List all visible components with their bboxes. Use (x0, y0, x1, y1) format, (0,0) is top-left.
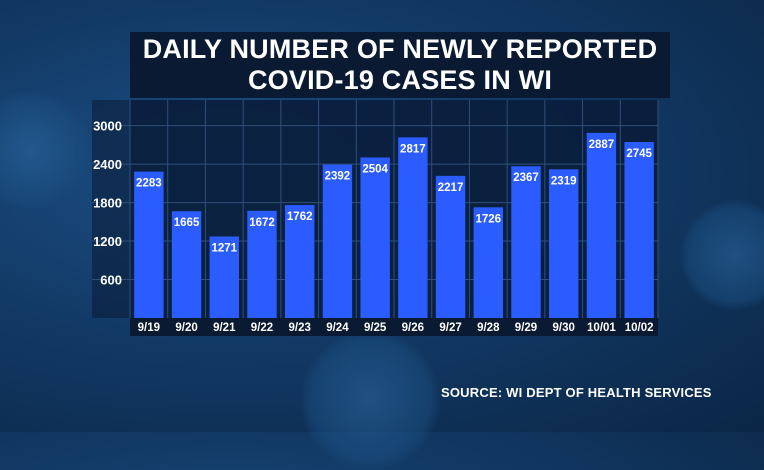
x-tick-label: 9/29 (515, 322, 537, 334)
virus-decoration-right (680, 200, 764, 310)
x-tick-label: 9/27 (439, 322, 461, 334)
x-tick-label: 9/24 (326, 322, 349, 334)
x-tick-label: 9/19 (138, 322, 160, 334)
bar-value-label: 2319 (551, 175, 577, 187)
chart-title-line-2: COVID-19 CASES IN WI (247, 65, 553, 95)
x-tick-label: 9/23 (289, 322, 311, 334)
bar-chart: 600 1200 1800 2400 3000 2283 1665 1271 1672 1762… (92, 100, 659, 336)
bar (473, 207, 503, 318)
x-tick-label: 9/21 (213, 322, 236, 334)
bar-value-label: 2887 (589, 139, 615, 151)
bar (624, 141, 654, 318)
x-tick-label: 9/20 (175, 322, 197, 334)
bar-value-label: 2283 (136, 178, 162, 190)
bar-value-label: 2817 (400, 143, 426, 155)
bar-value-label: 2745 (626, 148, 652, 160)
x-tick-label: 9/28 (477, 322, 500, 334)
bar-value-label: 2367 (513, 172, 539, 184)
chart-title: DAILY NUMBER OF NEWLY REPORTED COVID-19 … (130, 32, 670, 98)
bar (322, 164, 353, 318)
y-tick-label: 1200 (93, 234, 122, 249)
bar (435, 175, 466, 318)
bar (134, 171, 164, 318)
bar (247, 210, 277, 318)
bar-value-label: 1665 (174, 217, 200, 229)
source-note: SOURCE: WI DEPT OF HEALTH SERVICES (441, 385, 712, 400)
bar-value-label: 2504 (362, 163, 388, 175)
bar-value-label: 1672 (249, 217, 275, 229)
bar-value-label: 1762 (287, 211, 313, 223)
y-axis-ticks: 600 1200 1800 2400 3000 (93, 119, 122, 288)
bar (511, 166, 541, 318)
chart-title-line-1: DAILY NUMBER OF NEWLY REPORTED (142, 34, 658, 64)
bar (171, 211, 202, 318)
bar-value-label: 2217 (438, 182, 464, 194)
bar (209, 236, 239, 318)
bar (586, 132, 617, 318)
x-tick-label: 9/22 (251, 322, 273, 334)
bar (398, 137, 428, 318)
x-tick-label: 9/25 (364, 322, 387, 334)
bar-value-label: 2392 (325, 171, 351, 183)
bar-value-label: 1726 (475, 213, 501, 225)
y-tick-label: 600 (100, 273, 122, 288)
y-tick-label: 1800 (93, 196, 122, 211)
bar (285, 205, 315, 318)
x-axis-labels: 9/19 9/20 9/21 9/22 9/23 9/24 9/25 9/26 9/27 9/28… (138, 322, 654, 334)
x-tick-label: 9/30 (553, 322, 575, 334)
bar (549, 169, 579, 318)
bar (360, 157, 390, 318)
x-tick-label: 10/01 (587, 322, 616, 334)
x-tick-label: 10/02 (625, 322, 654, 334)
y-tick-label: 3000 (93, 119, 122, 134)
bar-value-label: 1271 (211, 243, 237, 255)
x-tick-label: 9/26 (402, 322, 424, 334)
x-axis-band (130, 318, 658, 336)
y-tick-label: 2400 (93, 157, 122, 172)
bars: 2283 1665 1271 1672 1762 2392 2504 2817 2217 1726… (134, 132, 654, 318)
